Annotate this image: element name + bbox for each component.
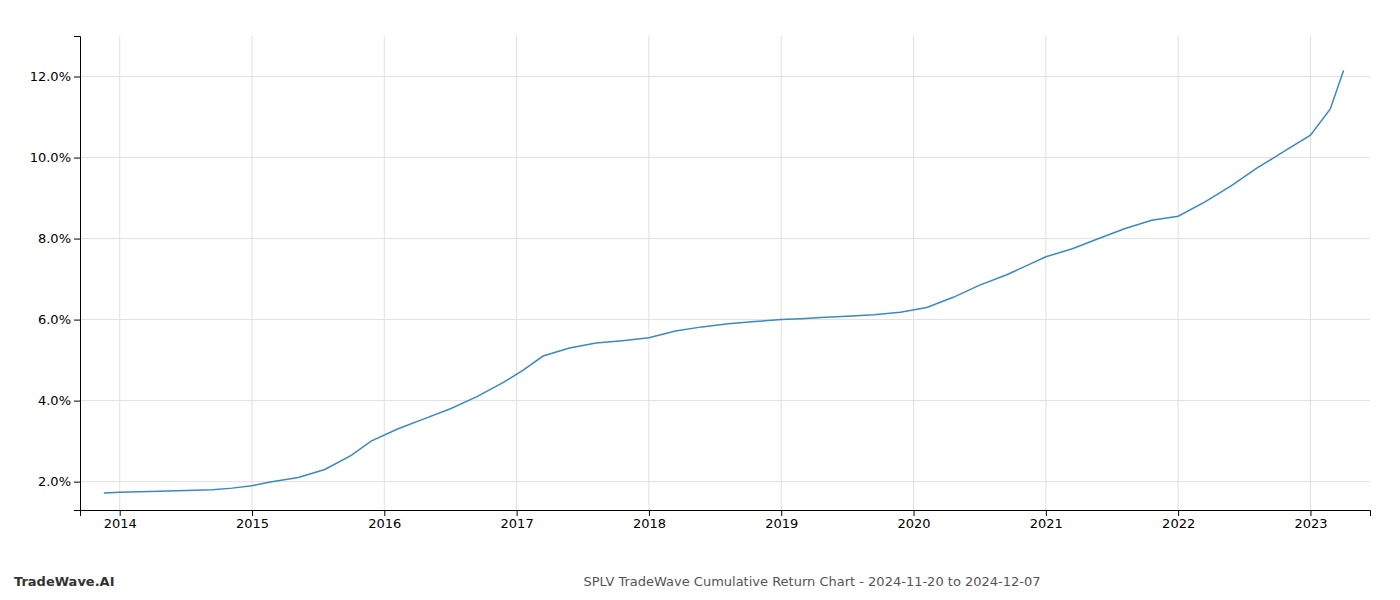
y-grid-line xyxy=(80,157,1370,158)
title: SPLV TradeWave Cumulative Return Chart -… xyxy=(583,574,1040,589)
yticks-tick-label: 2.0% xyxy=(38,474,71,489)
yticks-tick: 8.0% xyxy=(38,231,80,246)
xticks-tick: 2019 xyxy=(765,510,798,531)
x-grid-line xyxy=(648,36,649,510)
yticks-tick: 6.0% xyxy=(38,312,80,327)
yticks-tick: 4.0% xyxy=(38,393,80,408)
yticks-tick: 10.0% xyxy=(30,150,80,165)
marks xyxy=(104,70,1344,493)
yticks-tick-mark xyxy=(74,320,80,321)
yticks-tick-label: 4.0% xyxy=(38,393,71,408)
xticks-tick-mark xyxy=(1310,510,1311,516)
xticks-tick: 2018 xyxy=(633,510,666,531)
y-grid-line xyxy=(80,319,1370,320)
chart: 2014 2015 2016 2017 2018 2019 2020 2021 2022 2023… xyxy=(0,0,1400,600)
xticks-tick-mark xyxy=(649,510,650,516)
watermark: TradeWave.AI xyxy=(14,574,115,589)
yticks-tick-mark xyxy=(74,239,80,240)
y-grid-line xyxy=(80,238,1370,239)
xticks-tick-label: 2022 xyxy=(1162,516,1195,531)
yticks-tick-label: 8.0% xyxy=(38,231,71,246)
yticks-tick: 12.0% xyxy=(30,69,80,84)
plot-area: 2014 2015 2016 2017 2018 2019 2020 2021 2022 2023… xyxy=(30,36,1371,531)
grid xyxy=(80,36,1370,510)
xticks-tick-mark xyxy=(1178,510,1179,516)
x-grid-line xyxy=(781,36,782,510)
yticks-tick-label: 12.0% xyxy=(30,69,71,84)
x-grid-line xyxy=(516,36,517,510)
yticks-tick-mark xyxy=(74,482,80,483)
xticks-tick-mark xyxy=(120,510,121,516)
xticks-tick-mark xyxy=(384,510,385,516)
x-axis-line xyxy=(81,511,1371,517)
xticks-tick: 2016 xyxy=(368,510,401,531)
x-axis: 2014 2015 2016 2017 2018 2019 2020 2021 2022 2023 xyxy=(81,510,1371,531)
xticks-tick-label: 2020 xyxy=(897,516,930,531)
xticks-tick: 2014 xyxy=(104,510,137,531)
x-grid-line xyxy=(119,36,120,510)
yticks-tick-label: 10.0% xyxy=(30,150,71,165)
x-grid-line xyxy=(1310,36,1311,510)
yticks-tick-mark xyxy=(74,158,80,159)
yticks-tick-mark xyxy=(74,77,80,78)
xticks-tick-mark xyxy=(914,510,915,516)
xticks-tick-mark xyxy=(252,510,253,516)
x-grid-line xyxy=(384,36,385,510)
xticks-tick-label: 2015 xyxy=(236,516,269,531)
xticks-tick-mark xyxy=(781,510,782,516)
xticks-tick-label: 2019 xyxy=(765,516,798,531)
x-grid-line xyxy=(1178,36,1179,510)
line xyxy=(104,70,1344,493)
xticks-tick-mark xyxy=(517,510,518,516)
xticks-tick: 2020 xyxy=(897,510,930,531)
xticks-tick-mark xyxy=(1046,510,1047,516)
yticks-tick: 2.0% xyxy=(38,474,80,489)
xticks-tick-label: 2017 xyxy=(501,516,534,531)
y-grid-line xyxy=(80,76,1370,77)
xticks-tick: 2021 xyxy=(1030,510,1063,531)
xticks-tick: 2022 xyxy=(1162,510,1195,531)
yticks-tick-mark xyxy=(74,401,80,402)
xticks-tick: 2017 xyxy=(501,510,534,531)
xticks-tick-label: 2023 xyxy=(1294,516,1327,531)
xticks-tick-label: 2014 xyxy=(104,516,137,531)
x-grid-line xyxy=(913,36,914,510)
y-axis: 2.0% 4.0% 6.0% 8.0% 10.0% 12.0% xyxy=(30,37,81,511)
yticks-tick-label: 6.0% xyxy=(38,312,71,327)
xticks-tick: 2023 xyxy=(1294,510,1327,531)
xticks-tick-label: 2021 xyxy=(1030,516,1063,531)
xticks-tick-label: 2016 xyxy=(368,516,401,531)
y-grid-line xyxy=(80,400,1370,401)
x-grid-line xyxy=(1045,36,1046,510)
xticks-tick-label: 2018 xyxy=(633,516,666,531)
xticks-tick: 2015 xyxy=(236,510,269,531)
y-axis-line xyxy=(74,37,81,511)
x-grid-line xyxy=(252,36,253,510)
